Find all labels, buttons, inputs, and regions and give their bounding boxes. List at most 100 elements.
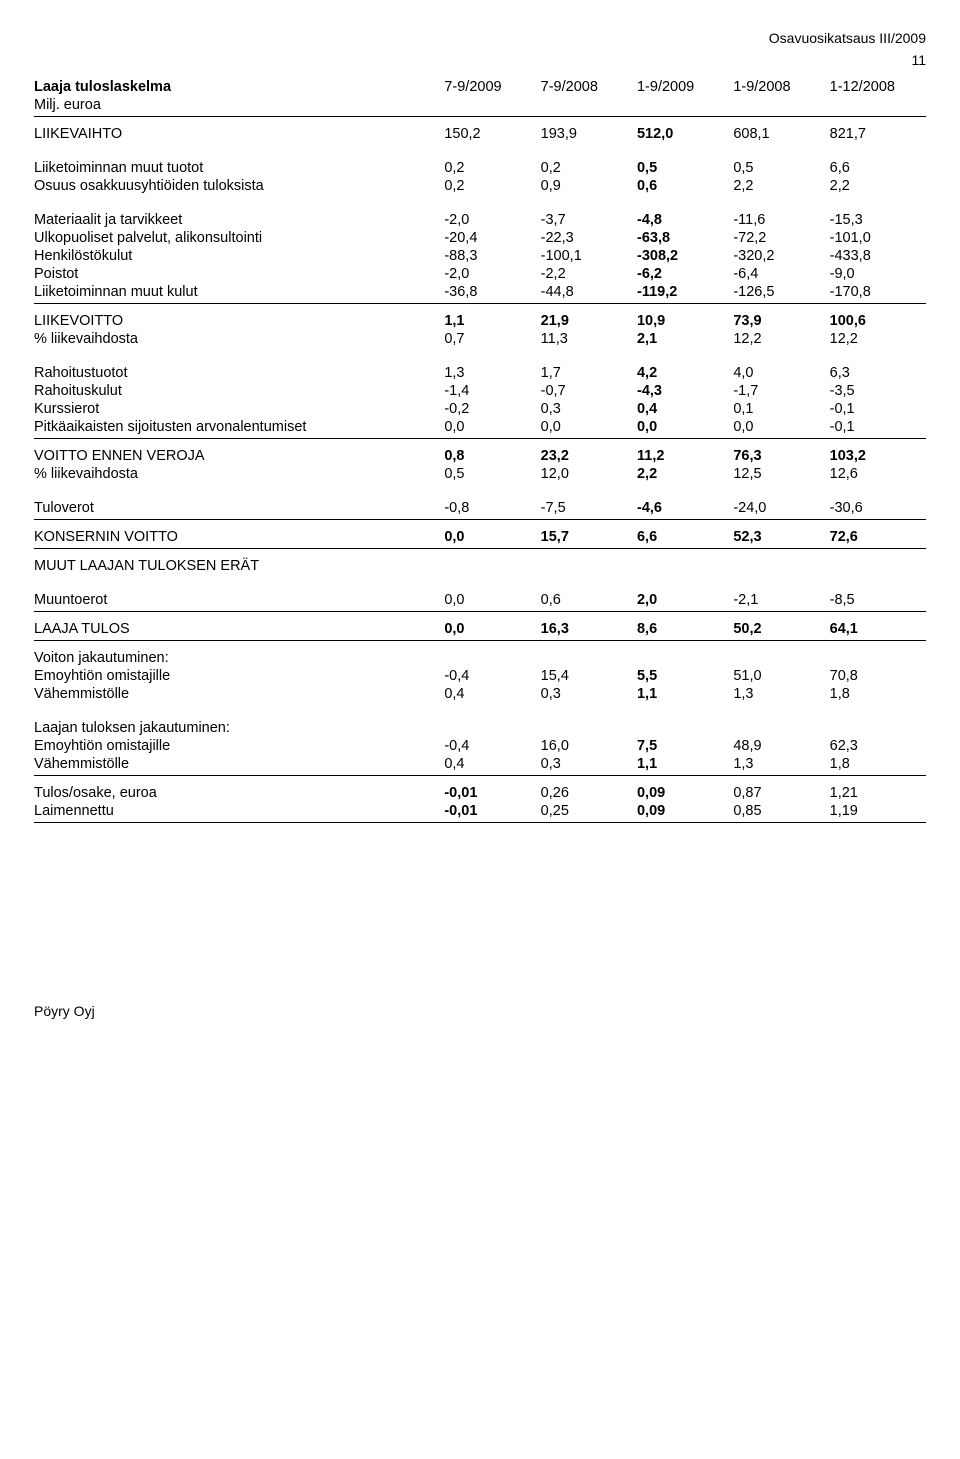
row-label: Ulkopuoliset palvelut, alikonsultointi <box>34 229 444 247</box>
cell: 1,7 <box>541 364 637 382</box>
row-label: % liikevaihdosta <box>34 465 444 483</box>
page-number: 11 <box>34 52 926 68</box>
table-subtitle: Milj. euroa <box>34 96 444 114</box>
cell: 1,8 <box>830 685 926 703</box>
cell: 512,0 <box>637 125 733 143</box>
cell: -119,2 <box>637 283 733 301</box>
cell: 0,0 <box>444 591 540 609</box>
col-header: 7-9/2009 <box>444 78 540 96</box>
row-label: VOITTO ENNEN VEROJA <box>34 447 444 465</box>
table-row: LIIKEVOITTO 1,1 21,9 10,9 73,9 100,6 <box>34 312 926 330</box>
table-row: Pitkäaikaisten sijoitusten arvonalentumi… <box>34 418 926 436</box>
cell: 0,0 <box>733 418 829 436</box>
cell: 2,2 <box>830 177 926 195</box>
divider <box>34 820 926 823</box>
footer-company: Pöyry Oyj <box>34 1003 926 1019</box>
row-label: % liikevaihdosta <box>34 330 444 348</box>
cell: -15,3 <box>830 211 926 229</box>
cell: 1,3 <box>444 364 540 382</box>
cell: -9,0 <box>830 265 926 283</box>
cell: 0,4 <box>637 400 733 418</box>
cell: 0,26 <box>541 784 637 802</box>
table-row: Laajan tuloksen jakautuminen: <box>34 719 926 737</box>
cell: -24,0 <box>733 499 829 517</box>
cell: 70,8 <box>830 667 926 685</box>
cell: 73,9 <box>733 312 829 330</box>
cell: 0,0 <box>637 418 733 436</box>
cell: 2,0 <box>637 591 733 609</box>
cell: 821,7 <box>830 125 926 143</box>
table-row: Muuntoerot 0,0 0,6 2,0 -2,1 -8,5 <box>34 591 926 609</box>
cell: 7,5 <box>637 737 733 755</box>
cell: 0,85 <box>733 802 829 820</box>
cell: 1,3 <box>733 685 829 703</box>
cell: 193,9 <box>541 125 637 143</box>
cell: 103,2 <box>830 447 926 465</box>
row-label: Rahoitustuotot <box>34 364 444 382</box>
cell: -1,7 <box>733 382 829 400</box>
cell: -22,3 <box>541 229 637 247</box>
cell: -6,4 <box>733 265 829 283</box>
table-row: Henkilöstökulut -88,3 -100,1 -308,2 -320… <box>34 247 926 265</box>
table-row: Materiaalit ja tarvikkeet -2,0 -3,7 -4,8… <box>34 211 926 229</box>
row-label: KONSERNIN VOITTO <box>34 528 444 546</box>
table-row: Liiketoiminnan muut tuotot 0,2 0,2 0,5 0… <box>34 159 926 177</box>
table-row: LIIKEVAIHTO 150,2 193,9 512,0 608,1 821,… <box>34 125 926 143</box>
col-header: 7-9/2008 <box>541 78 637 96</box>
cell: -2,0 <box>444 211 540 229</box>
row-label: Liiketoiminnan muut kulut <box>34 283 444 301</box>
cell: -4,6 <box>637 499 733 517</box>
cell: -0,1 <box>830 400 926 418</box>
report-name: Osavuosikatsaus III/2009 <box>34 30 926 46</box>
row-label: MUUT LAAJAN TULOKSEN ERÄT <box>34 557 444 575</box>
cell: 0,2 <box>541 159 637 177</box>
cell: 16,3 <box>541 620 637 638</box>
title-row: Laaja tuloslaskelma 7-9/2009 7-9/2008 1-… <box>34 78 926 96</box>
cell: 0,5 <box>444 465 540 483</box>
table-row: LAAJA TULOS 0,0 16,3 8,6 50,2 64,1 <box>34 620 926 638</box>
cell: 0,0 <box>444 528 540 546</box>
cell: 0,4 <box>444 685 540 703</box>
col-header: 1-9/2008 <box>733 78 829 96</box>
cell: 12,5 <box>733 465 829 483</box>
cell: 21,9 <box>541 312 637 330</box>
cell: -6,2 <box>637 265 733 283</box>
row-label: Muuntoerot <box>34 591 444 609</box>
cell: 0,3 <box>541 400 637 418</box>
row-label: LIIKEVAIHTO <box>34 125 444 143</box>
row-label: Rahoituskulut <box>34 382 444 400</box>
table-row: Tulos/osake, euroa -0,01 0,26 0,09 0,87 … <box>34 784 926 802</box>
row-label: Pitkäaikaisten sijoitusten arvonalentumi… <box>34 418 444 436</box>
cell: -100,1 <box>541 247 637 265</box>
cell: 0,7 <box>444 330 540 348</box>
cell: -36,8 <box>444 283 540 301</box>
row-label: Emoyhtiön omistajille <box>34 667 444 685</box>
cell: -7,5 <box>541 499 637 517</box>
table-row: MUUT LAAJAN TULOKSEN ERÄT <box>34 557 926 575</box>
cell: 50,2 <box>733 620 829 638</box>
cell: 15,7 <box>541 528 637 546</box>
table-row: Osuus osakkuusyhtiöiden tuloksista 0,2 0… <box>34 177 926 195</box>
cell: 2,2 <box>637 465 733 483</box>
cell: 0,8 <box>444 447 540 465</box>
cell: 62,3 <box>830 737 926 755</box>
table-row: Liiketoiminnan muut kulut -36,8 -44,8 -1… <box>34 283 926 301</box>
row-label: Osuus osakkuusyhtiöiden tuloksista <box>34 177 444 195</box>
table-row: Rahoitustuotot 1,3 1,7 4,2 4,0 6,3 <box>34 364 926 382</box>
cell: -308,2 <box>637 247 733 265</box>
table-row: % liikevaihdosta 0,5 12,0 2,2 12,5 12,6 <box>34 465 926 483</box>
table-row: Kurssierot -0,2 0,3 0,4 0,1 -0,1 <box>34 400 926 418</box>
cell: 23,2 <box>541 447 637 465</box>
cell: 0,09 <box>637 784 733 802</box>
cell: -30,6 <box>830 499 926 517</box>
cell: 8,6 <box>637 620 733 638</box>
cell: -8,5 <box>830 591 926 609</box>
cell: 6,3 <box>830 364 926 382</box>
cell: -11,6 <box>733 211 829 229</box>
table-title: Laaja tuloslaskelma <box>34 78 444 96</box>
row-label: LIIKEVOITTO <box>34 312 444 330</box>
cell: 11,3 <box>541 330 637 348</box>
cell: 64,1 <box>830 620 926 638</box>
cell: -0,4 <box>444 737 540 755</box>
cell: 1,8 <box>830 755 926 773</box>
